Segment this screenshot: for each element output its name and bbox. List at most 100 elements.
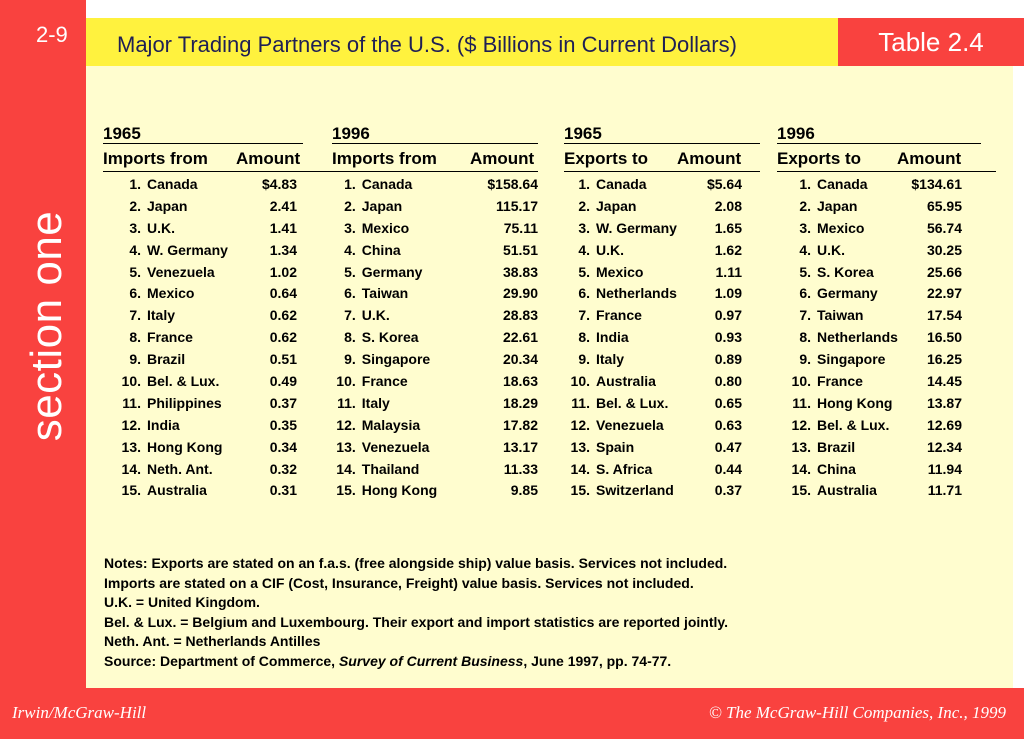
amount: 0.37 [714, 482, 742, 499]
footer: Irwin/McGraw-Hill © The McGraw-Hill Comp… [0, 688, 1024, 739]
country: Japan [817, 197, 858, 214]
rank: 12. [570, 416, 590, 433]
country: Netherlands [817, 329, 898, 346]
rank: 10. [570, 373, 590, 390]
amount: 0.97 [714, 307, 742, 324]
country: S. Korea [361, 329, 419, 346]
rank: 6. [344, 285, 356, 302]
rank: 15. [336, 482, 356, 499]
rank: 3. [344, 219, 356, 236]
amount: 11.71 [927, 482, 962, 499]
rank: 13. [121, 438, 141, 455]
table-row: 12. Malaysia 17.82 [332, 415, 538, 437]
amount: 25.66 [926, 263, 962, 280]
rank: 3. [799, 219, 811, 236]
rank: 14. [336, 460, 356, 477]
rank: 2. [344, 197, 356, 214]
country: S. Africa [596, 460, 653, 477]
rank: 11. [792, 394, 811, 411]
country: Spain [596, 438, 635, 455]
table-row: 8. S. Korea 22.61 [332, 327, 538, 349]
amount: 0.31 [269, 482, 297, 499]
table-row: 15. Australia 11.71 [777, 480, 981, 502]
content-area [86, 66, 1013, 688]
rank: 14. [791, 460, 811, 477]
country: Japan [596, 197, 637, 214]
rank: 7. [799, 307, 811, 324]
amount: 75.11 [503, 219, 538, 236]
header-rule [103, 171, 406, 172]
rank: 15. [570, 482, 590, 499]
table-row: 5. Mexico 1.11 [564, 262, 760, 284]
rank: 1. [799, 176, 811, 192]
table-row: 9. Singapore 20.34 [332, 349, 538, 371]
table-row: 2. Japan 2.08 [564, 196, 760, 218]
country: Italy [596, 351, 625, 368]
country: Brazil [817, 438, 856, 455]
amount: 1.34 [269, 241, 297, 258]
amount: 56.74 [926, 219, 962, 236]
amount: 1.02 [269, 263, 297, 280]
rank: 3. [129, 219, 141, 236]
header-rule [332, 171, 538, 172]
column-header-label: Exports to [777, 149, 862, 168]
column-header-row: Exports to Amount [564, 147, 760, 171]
table-row: 4. China 51.51 [332, 240, 538, 262]
table-row: 10. Australia 0.80 [564, 371, 760, 393]
country: U.K. [596, 241, 624, 258]
rank: 2. [799, 197, 811, 214]
country: Japan [147, 197, 188, 214]
country: Taiwan [361, 285, 409, 302]
table-row: 3. Mexico 75.11 [332, 218, 538, 240]
country: Mexico [361, 219, 410, 236]
rank: 10. [791, 373, 811, 390]
column-year: 1965 [564, 124, 760, 144]
rank: 4. [344, 241, 356, 258]
source-title: Survey of Current Business [338, 652, 524, 669]
note-line: Neth. Ant. = Netherlands Antilles [104, 633, 321, 650]
country: Singapore [361, 351, 431, 368]
country: Canada [817, 176, 868, 192]
table-row: 1. Canada $5.64 [564, 174, 760, 196]
rank: 14. [570, 460, 590, 477]
column-header-row: Imports from Amount [332, 147, 538, 171]
table-row: 6. Mexico 0.64 [103, 283, 303, 305]
table-row: 13. Brazil 12.34 [777, 437, 981, 459]
column-year: 1996 [332, 124, 538, 144]
country: Venezuela [361, 438, 430, 455]
column-header-row: Imports from Amount [103, 147, 303, 171]
country: Brazil [147, 351, 186, 368]
column-header-amount: Amount [677, 149, 742, 168]
column-header-amount: Amount [236, 149, 301, 168]
table-row: 8. Netherlands 16.50 [777, 327, 981, 349]
country: Australia [817, 482, 877, 499]
country: Canada [596, 176, 647, 192]
rank: 3. [578, 219, 590, 236]
rank: 9. [799, 351, 811, 368]
table-row: 11. Hong Kong 13.87 [777, 393, 981, 415]
note-line: U.K. = United Kingdom. [104, 594, 260, 611]
sidebar: 2-9 section one [0, 0, 86, 688]
country: Switzerland [596, 482, 674, 499]
table-row: 13. Hong Kong 0.34 [103, 437, 303, 459]
country: Italy [361, 394, 390, 411]
amount: 20.34 [502, 351, 538, 368]
rank: 13. [336, 438, 356, 455]
table-row: 5. Germany 38.83 [332, 262, 538, 284]
amount: 0.51 [269, 351, 297, 368]
amount: 11.94 [927, 460, 962, 477]
amount: $4.83 [261, 176, 297, 192]
amount: 0.64 [269, 285, 297, 302]
amount: 0.44 [714, 460, 742, 477]
table-row: 12. India 0.35 [103, 415, 303, 437]
amount: 29.90 [502, 285, 538, 302]
amount: 28.83 [502, 307, 538, 324]
table-row: 1. Canada $134.61 [777, 174, 981, 196]
table-row: 10. Bel. & Lux. 0.49 [103, 371, 303, 393]
column-year: 1965 [103, 124, 303, 144]
country: Taiwan [817, 307, 864, 324]
section-word: section [22, 298, 71, 442]
rank: 5. [799, 263, 811, 280]
amount: 0.34 [269, 438, 297, 455]
amount: 2.08 [714, 197, 742, 214]
